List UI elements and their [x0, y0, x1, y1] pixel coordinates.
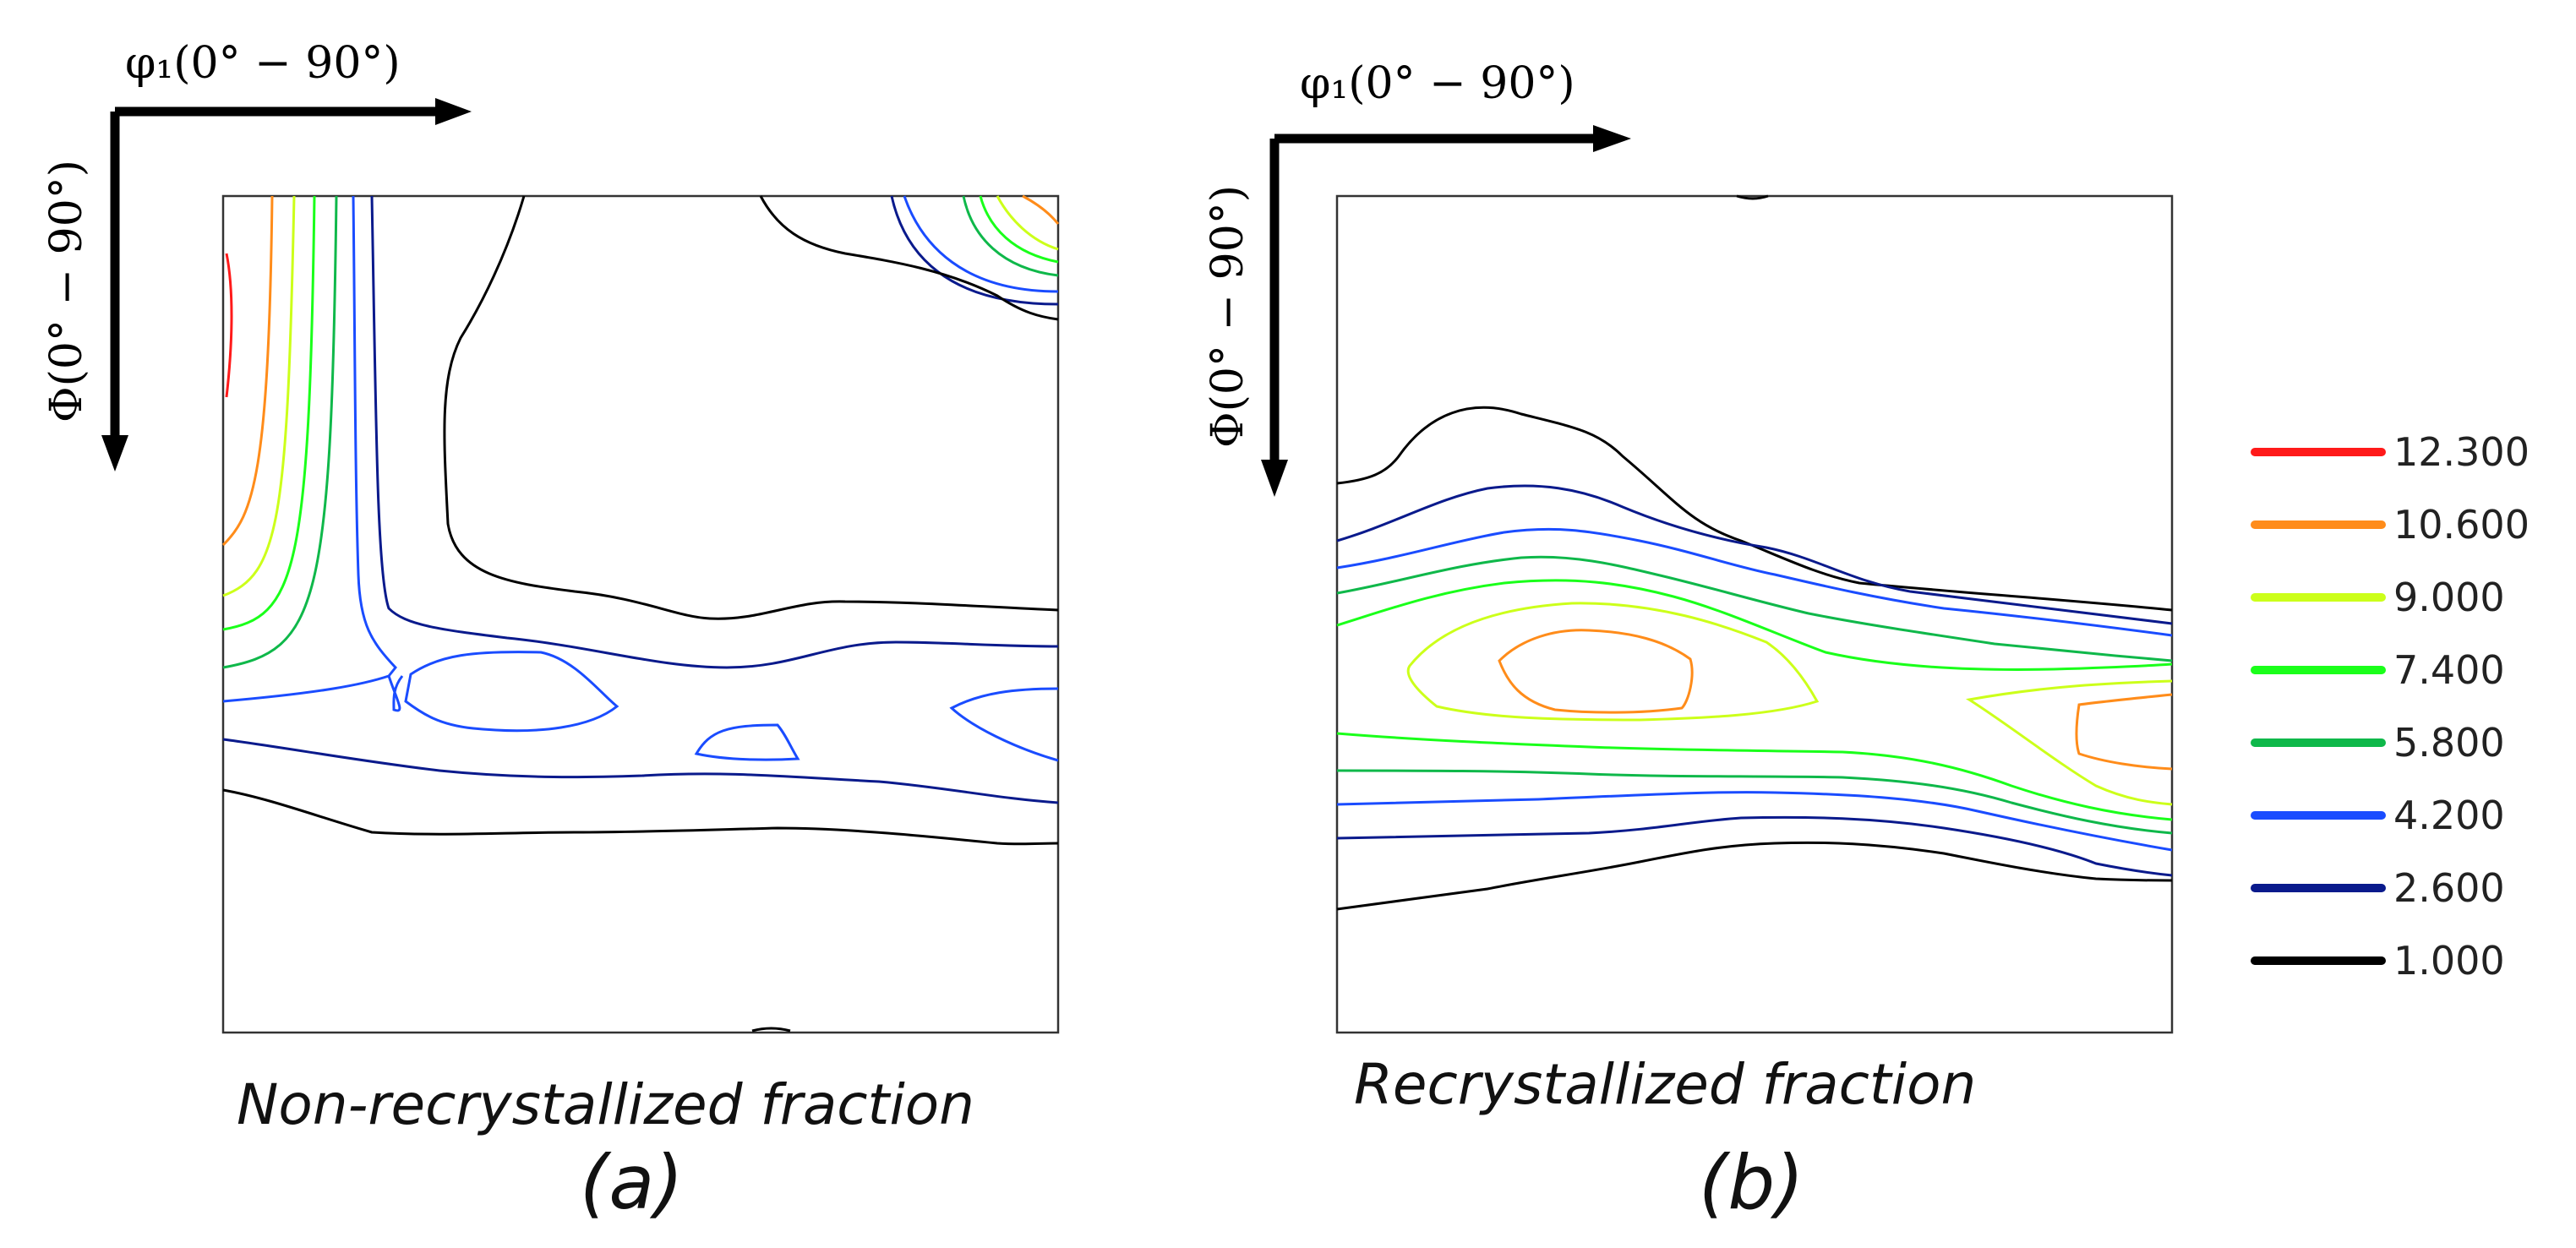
- panel-b-contour-9-000-right: [1965, 679, 2173, 806]
- panel-a-contour-12-300: [225, 253, 233, 398]
- panel-b-y-arrow-head: [1261, 460, 1288, 497]
- legend-value: 12.300: [2393, 429, 2530, 475]
- panel-a-contour-1-000-tick-bottom: [751, 1027, 791, 1033]
- panel-b-axes: φ₁(0° − 90°) Φ(0° − 90°): [1203, 58, 1631, 497]
- panel-b-x-axis-label: φ₁(0° − 90°): [1300, 58, 1575, 109]
- panel-a-contour-2-600-lower: [222, 738, 1059, 804]
- legend-value: 1.000: [2393, 938, 2505, 984]
- panel-a-axes: φ₁(0° − 90°) Φ(0° − 90°): [41, 38, 472, 471]
- panel-b-contour-2-600-lower: [1336, 815, 2173, 877]
- panel-a-contours: [221, 194, 1060, 1033]
- panel-a-contour-5-800: [222, 195, 338, 669]
- panel-a-contour-4-200-loop1: [404, 651, 619, 733]
- panel-a: φ₁(0° − 90°) Φ(0° − 90°): [41, 38, 1060, 1226]
- panel-a-contour-1-000-lower: [222, 788, 1059, 846]
- panel-b-contour-2-600-upper: [1336, 484, 2173, 625]
- panel-a-contour-1-000-top: [759, 195, 1059, 321]
- panel-a-caption: Non-recrystallized fraction: [237, 1072, 974, 1137]
- panel-a-contour-10-600-tr: [1022, 194, 1060, 225]
- legend-item: 10.600: [2251, 502, 2530, 548]
- panel-a-contour-7-400: [222, 195, 316, 631]
- legend-item: 7.400: [2251, 647, 2505, 693]
- panel-b-contour-10-600-right: [2075, 693, 2173, 771]
- panel-a-y-arrow-head: [101, 435, 128, 471]
- legend-item: 4.200: [2251, 793, 2505, 838]
- panel-b-contour-5-800-upper: [1336, 555, 2173, 662]
- panel-a-contour-4-200-loop2: [694, 723, 800, 761]
- panel-a-contour-9-000-tr: [996, 195, 1059, 251]
- panel-b-contours: [1336, 194, 2173, 911]
- panel-a-contour-4-200-main: [387, 675, 404, 712]
- panel-a-contour-4-200-vertical: [222, 195, 397, 703]
- panel-a-contour-1-000-upper: [443, 195, 1059, 620]
- panel-b-contour-1-000-lower: [1336, 841, 2173, 911]
- panel-a-contour-10-600: [221, 195, 274, 547]
- panel-b-caption: Recrystallized fraction: [1354, 1052, 1976, 1117]
- legend-item: 12.300: [2251, 429, 2530, 475]
- panel-b-contour-7-400-upper: [1336, 579, 2173, 671]
- panel-a-contour-7-400-tr: [979, 195, 1059, 264]
- legend-item: 2.600: [2251, 865, 2505, 911]
- panel-a-x-axis-label: φ₁(0° − 90°): [125, 38, 401, 89]
- legend-value: 2.600: [2393, 865, 2505, 911]
- panel-b-x-arrow-head: [1593, 125, 1631, 152]
- panel-b-plot-frame: [1335, 194, 2174, 1034]
- panel-a-contour-4-200-right: [949, 687, 1059, 762]
- panel-b-contour-4-200-lower: [1336, 791, 2173, 852]
- panel-b-contour-4-200-upper: [1336, 527, 2173, 637]
- panel-a-plot-frame: [221, 194, 1060, 1034]
- legend-value: 9.000: [2393, 575, 2505, 620]
- legend: 12.300 10.600 9.000 7.400 5.800 4.200 2.600 1.0…: [2251, 429, 2530, 984]
- panel-b: φ₁(0° − 90°) Φ(0° − 90°): [1203, 58, 2174, 1226]
- panel-b-sublabel: (b): [1699, 1139, 1804, 1226]
- panel-b-contour-5-800-lower: [1336, 769, 2173, 835]
- legend-value: 10.600: [2393, 502, 2530, 548]
- panel-a-contour-4-200-upper: [903, 195, 1059, 293]
- legend-item: 9.000: [2251, 575, 2505, 620]
- panel-b-y-axis-label: Φ(0° − 90°): [1203, 185, 1253, 448]
- panel-a-sublabel: (a): [580, 1139, 684, 1226]
- legend-value: 5.800: [2393, 720, 2505, 766]
- legend-item: 5.800: [2251, 720, 2505, 766]
- legend-value: 4.200: [2393, 793, 2505, 838]
- panel-a-contour-2-600-upper: [370, 195, 1059, 669]
- legend-item: 1.000: [2251, 938, 2505, 984]
- panel-b-contour-9-000-left: [1406, 602, 1820, 722]
- panel-a-contour-5-800-tr: [962, 195, 1059, 277]
- panel-b-contour-10-600-left: [1498, 629, 1694, 714]
- legend-value: 7.400: [2393, 647, 2505, 693]
- panel-a-x-arrow-head: [435, 98, 472, 125]
- panel-a-y-axis-label: Φ(0° − 90°): [41, 160, 92, 422]
- panel-b-contour-7-400-lower: [1336, 732, 2173, 821]
- panel-b-contour-1-000-upper: [1336, 406, 2173, 612]
- panel-b-contour-1-000-tick-top: [1736, 194, 1769, 200]
- panel-a-contour-9-000: [222, 195, 296, 597]
